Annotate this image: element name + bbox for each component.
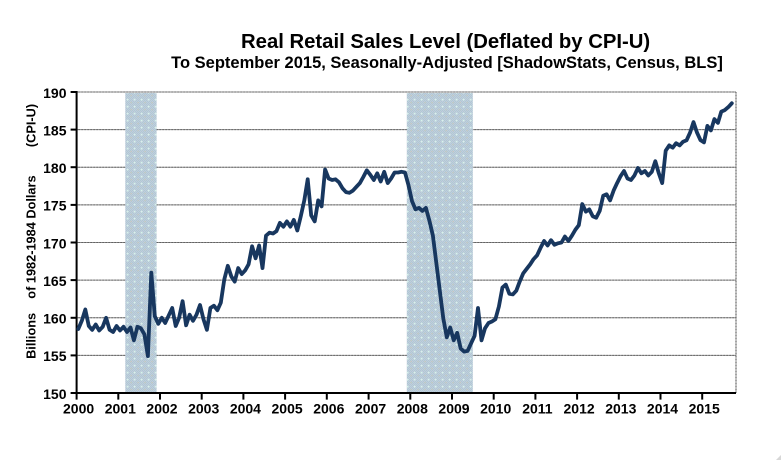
svg-text:2013: 2013 [605,400,636,416]
svg-text:2008: 2008 [397,400,428,416]
svg-text:2014: 2014 [647,400,678,416]
svg-text:2012: 2012 [564,400,595,416]
svg-text:2001: 2001 [105,400,136,416]
svg-text:185: 185 [43,122,67,138]
svg-text:160: 160 [43,311,67,327]
svg-text:150: 150 [43,386,67,402]
svg-text:Billions of 1982-1984 Dolla: Billions of 1982-1984 Dollars (CPI-U) [24,104,39,359]
svg-text:2002: 2002 [146,400,177,416]
svg-text:155: 155 [43,348,67,364]
svg-text:165: 165 [43,273,67,289]
svg-text:2006: 2006 [313,400,344,416]
svg-text:175: 175 [43,198,67,214]
svg-text:180: 180 [43,160,67,176]
svg-text:2015: 2015 [689,400,720,416]
svg-text:2009: 2009 [438,400,469,416]
svg-text:2011: 2011 [522,400,553,416]
svg-text:2010: 2010 [480,400,511,416]
svg-text:2007: 2007 [355,400,386,416]
svg-text:2000: 2000 [63,400,94,416]
svg-text:2003: 2003 [188,400,219,416]
svg-text:To September 2015, Seasonally-: To September 2015, Seasonally-Adjusted [… [171,54,723,72]
svg-text:2004: 2004 [230,400,261,416]
svg-text:Real Retail Sales Level (Defla: Real Retail Sales Level (Deflated by CPI… [241,31,650,53]
svg-text:190: 190 [43,85,67,101]
svg-text:170: 170 [43,235,67,251]
svg-text:2005: 2005 [272,400,303,416]
